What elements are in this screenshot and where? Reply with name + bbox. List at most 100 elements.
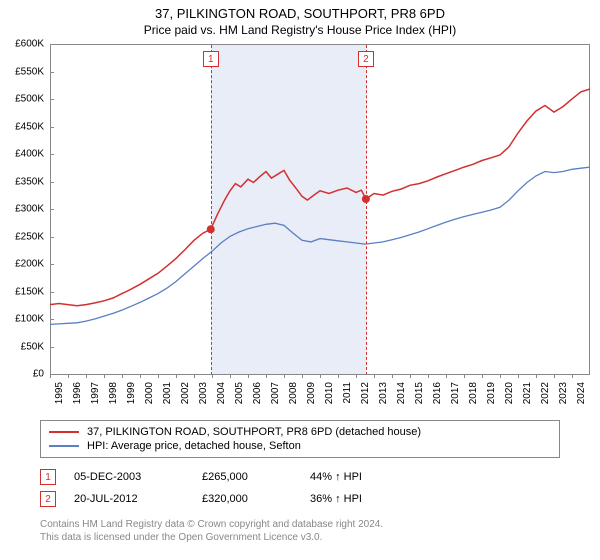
chart-title: 37, PILKINGTON ROAD, SOUTHPORT, PR8 6PD …: [0, 0, 600, 37]
y-tick-mark: [50, 209, 54, 210]
event-date-2: 20-JUL-2012: [74, 493, 184, 505]
x-tick-mark: [284, 374, 285, 378]
attribution-line1: Contains HM Land Registry data © Crown c…: [40, 518, 560, 531]
legend-item-hpi: HPI: Average price, detached house, Seft…: [49, 439, 551, 453]
title-subtitle: Price paid vs. HM Land Registry's House …: [0, 23, 600, 37]
x-tick-mark: [50, 374, 51, 378]
x-tick-label: 2009: [306, 382, 317, 404]
x-tick-mark: [410, 374, 411, 378]
attribution-text: Contains HM Land Registry data © Crown c…: [40, 518, 560, 544]
y-tick-label: £100K: [15, 314, 44, 325]
y-tick-label: £200K: [15, 259, 44, 270]
y-tick-mark: [50, 99, 54, 100]
x-tick-mark: [500, 374, 501, 378]
x-tick-label: 2021: [522, 382, 533, 404]
y-tick-mark: [50, 182, 54, 183]
event-row-1: 1 05-DEC-2003 £265,000 44% ↑ HPI: [40, 466, 560, 488]
x-tick-label: 2003: [198, 382, 209, 404]
x-tick-mark: [104, 374, 105, 378]
y-tick-label: £250K: [15, 231, 44, 242]
y-tick-mark: [50, 264, 54, 265]
event-price-1: £265,000: [202, 471, 292, 483]
event-line: [366, 45, 367, 375]
x-tick-label: 2007: [270, 382, 281, 404]
x-tick-label: 2004: [216, 382, 227, 404]
x-tick-mark: [554, 374, 555, 378]
x-tick-mark: [428, 374, 429, 378]
x-tick-label: 2022: [540, 382, 551, 404]
x-tick-label: 1996: [72, 382, 83, 404]
x-tick-label: 2011: [342, 382, 353, 404]
x-tick-mark: [338, 374, 339, 378]
y-tick-label: £150K: [15, 286, 44, 297]
event-row-2: 2 20-JUL-2012 £320,000 36% ↑ HPI: [40, 488, 560, 510]
x-tick-label: 2010: [324, 382, 335, 404]
x-tick-label: 2012: [360, 382, 371, 404]
series-subject: [50, 89, 590, 306]
x-tick-mark: [302, 374, 303, 378]
x-tick-mark: [374, 374, 375, 378]
x-tick-label: 2017: [450, 382, 461, 404]
x-tick-mark: [230, 374, 231, 378]
y-tick-label: £350K: [15, 176, 44, 187]
x-tick-label: 2019: [486, 382, 497, 404]
x-tick-mark: [572, 374, 573, 378]
x-tick-label: 1999: [126, 382, 137, 404]
x-tick-label: 1997: [90, 382, 101, 404]
event-price-2: £320,000: [202, 493, 292, 505]
y-tick-mark: [50, 127, 54, 128]
x-tick-label: 1995: [54, 382, 65, 404]
x-axis-labels: 1995199619971998199920002001200220032004…: [50, 378, 590, 420]
x-tick-label: 2016: [432, 382, 443, 404]
x-tick-label: 2018: [468, 382, 479, 404]
y-tick-mark: [50, 154, 54, 155]
event-date-1: 05-DEC-2003: [74, 471, 184, 483]
event-marker-1: 1: [40, 469, 56, 485]
x-tick-label: 2013: [378, 382, 389, 404]
x-tick-label: 2023: [558, 382, 569, 404]
x-tick-mark: [68, 374, 69, 378]
event-pct-1: 44% ↑ HPI: [310, 471, 420, 483]
x-tick-mark: [392, 374, 393, 378]
x-tick-mark: [266, 374, 267, 378]
y-tick-label: £300K: [15, 204, 44, 215]
y-tick-mark: [50, 44, 54, 45]
y-tick-mark: [50, 237, 54, 238]
events-table: 1 05-DEC-2003 £265,000 44% ↑ HPI 2 20-JU…: [40, 466, 560, 510]
y-tick-label: £550K: [15, 66, 44, 77]
x-tick-mark: [320, 374, 321, 378]
event-marker-2: 2: [40, 491, 56, 507]
x-tick-mark: [464, 374, 465, 378]
x-tick-mark: [446, 374, 447, 378]
x-tick-mark: [356, 374, 357, 378]
x-tick-label: 2000: [144, 382, 155, 404]
x-tick-mark: [194, 374, 195, 378]
y-tick-label: £0: [33, 369, 44, 380]
x-tick-mark: [122, 374, 123, 378]
event-marker-box: 1: [203, 51, 219, 67]
x-tick-label: 2006: [252, 382, 263, 404]
x-tick-label: 2024: [576, 382, 587, 404]
x-tick-mark: [518, 374, 519, 378]
x-tick-mark: [536, 374, 537, 378]
y-tick-label: £400K: [15, 149, 44, 160]
y-tick-mark: [50, 72, 54, 73]
y-tick-mark: [50, 347, 54, 348]
x-tick-label: 2015: [414, 382, 425, 404]
y-tick-label: £450K: [15, 121, 44, 132]
x-tick-mark: [248, 374, 249, 378]
x-tick-mark: [482, 374, 483, 378]
x-tick-mark: [158, 374, 159, 378]
y-tick-label: £500K: [15, 94, 44, 105]
y-tick-mark: [50, 292, 54, 293]
x-tick-mark: [212, 374, 213, 378]
x-tick-label: 2002: [180, 382, 191, 404]
event-pct-2: 36% ↑ HPI: [310, 493, 420, 505]
x-tick-label: 2001: [162, 382, 173, 404]
y-tick-label: £600K: [15, 39, 44, 50]
legend-swatch-hpi: [49, 445, 79, 447]
legend-label-hpi: HPI: Average price, detached house, Seft…: [87, 440, 301, 452]
legend-label-subject: 37, PILKINGTON ROAD, SOUTHPORT, PR8 6PD …: [87, 426, 421, 438]
chart-plot-area: 12: [50, 44, 590, 374]
x-tick-mark: [176, 374, 177, 378]
